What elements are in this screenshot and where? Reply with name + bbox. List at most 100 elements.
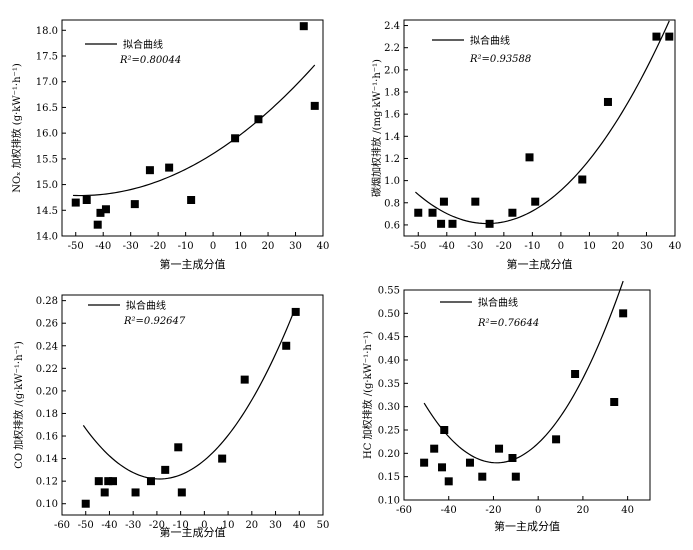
- data-point-marker: [465, 458, 474, 467]
- data-point-marker: [578, 175, 587, 184]
- data-point-marker: [282, 341, 291, 350]
- y-tick-label: 0.35: [378, 379, 400, 390]
- data-point-marker: [665, 32, 674, 41]
- legend-label: 拟合曲线: [123, 38, 163, 51]
- data-point-marker: [177, 488, 186, 497]
- x-tick-label: 20: [577, 505, 590, 516]
- data-point-marker: [187, 196, 196, 204]
- y-tick-label: 1.0: [384, 176, 400, 187]
- x-tick-label: 30: [289, 241, 302, 252]
- y-tick-label: 0.45: [378, 332, 400, 343]
- soot-chart-panel: -50 -40 -30 -20 -10 0 10 20 30 40 0.6 0.8 1.0 1.2 1.4 1…: [370, 19, 682, 271]
- data-point-marker: [531, 197, 540, 206]
- data-point-marker: [420, 458, 429, 467]
- data-point-marker: [145, 166, 154, 175]
- r-squared-annotation: R²=0.76644: [477, 318, 539, 329]
- y-tick-label: 14.5: [36, 206, 58, 217]
- y-tick-label: 0.55: [378, 286, 400, 297]
- y-tick-label: 17.5: [36, 52, 58, 63]
- data-point-marker: [444, 477, 453, 486]
- x-tick-label: -60: [396, 505, 412, 516]
- x-tick-label: -40: [439, 241, 455, 252]
- y-tick-label: 0.20: [378, 449, 400, 460]
- x-tick-label: -10: [178, 241, 194, 252]
- y-tick-label: 0.18: [36, 409, 58, 420]
- y-tick-label: 15.5: [36, 154, 58, 165]
- y-tick-label: 0.12: [36, 477, 58, 488]
- data-point-marker: [94, 477, 103, 486]
- plot-frame: [403, 289, 651, 501]
- data-point-marker: [174, 443, 183, 452]
- nox-chart-panel: -50 -40 -30 -20 -10 0 10 20 30 40 14.0 14.5 15.0 15.5…: [10, 19, 330, 271]
- y-tick-label: 0.6: [384, 220, 400, 231]
- x-tick-label: 0: [210, 241, 216, 252]
- x-tick-label: 10: [234, 241, 247, 252]
- y-tick-label: 0.10: [36, 499, 58, 510]
- data-point-marker: [130, 200, 139, 209]
- data-point-marker: [508, 454, 517, 462]
- x-tick-label: -20: [496, 241, 512, 252]
- y-tick-label: 0.14: [36, 454, 58, 465]
- data-point-marker: [440, 426, 449, 434]
- data-point-marker: [240, 375, 249, 384]
- data-point-marker: [603, 97, 612, 106]
- data-point-marker: [619, 309, 628, 318]
- x-tick-label: -20: [150, 241, 166, 252]
- data-point-marker: [508, 208, 517, 217]
- x-tick-label: -20: [149, 520, 165, 531]
- data-point-marker: [96, 208, 105, 217]
- x-tick-label: -50: [68, 241, 84, 252]
- data-point-marker: [254, 115, 263, 124]
- r-squared-annotation: R²=0.93588: [469, 54, 531, 65]
- x-tick-label: 40: [293, 520, 306, 531]
- fit-curve-line: [415, 20, 670, 225]
- plot-frame: [403, 19, 676, 237]
- x-tick-label: 40: [669, 241, 682, 252]
- data-point-marker: [100, 488, 109, 497]
- data-point-marker: [439, 197, 448, 206]
- y-tick-label: 0.25: [378, 426, 400, 437]
- x-tick-label: -40: [101, 520, 117, 531]
- co-chart-panel: -60 -50 -40 -30 -20 -10 0 10 20 30 40 50 0.10 0.12 0.1…: [12, 294, 330, 539]
- x-tick-label: 50: [317, 520, 330, 531]
- x-tick-label: 40: [621, 505, 634, 516]
- fit-curve-line: [72, 64, 316, 197]
- data-point-marker: [131, 488, 140, 497]
- y-tick-label: 1.8: [384, 88, 400, 99]
- legend-label: 拟合曲线: [470, 34, 510, 47]
- plot-frame: [61, 19, 324, 237]
- legend-label: 拟合曲线: [478, 296, 518, 309]
- data-point-marker: [310, 101, 319, 110]
- y-tick-label: 0.50: [378, 309, 400, 320]
- hc-chart-panel: -60 -40 -20 0 20 40 0.10 0.15 0.20 0.25 0.30 0.35 0.…: [361, 280, 651, 533]
- x-tick-label: -50: [410, 241, 426, 252]
- y-tick-label: 0.26: [36, 319, 58, 330]
- data-point-marker: [146, 477, 155, 486]
- y-axis-label: HC 加权排放 /(g·kW⁻¹·h⁻¹): [361, 331, 374, 459]
- x-tick-label: -30: [125, 520, 141, 531]
- data-point-marker: [81, 499, 90, 508]
- data-point-marker: [485, 219, 494, 228]
- data-point-marker: [101, 205, 110, 214]
- data-point-marker: [438, 463, 447, 472]
- x-axis-label: 第一主成分值: [507, 257, 573, 271]
- data-point-marker: [571, 370, 580, 378]
- data-point-marker: [291, 307, 300, 316]
- x-tick-label: 0: [201, 520, 207, 531]
- x-tick-label: 30: [640, 241, 653, 252]
- x-tick-label: 0: [535, 505, 541, 516]
- x-tick-label: 10: [222, 520, 235, 531]
- fit-curve-line: [423, 280, 624, 464]
- y-tick-label: 16.5: [36, 103, 58, 114]
- x-tick-label: 40: [317, 241, 330, 252]
- x-tick-label: -40: [441, 505, 457, 516]
- data-point-marker: [610, 398, 619, 406]
- y-tick-label: 1.6: [384, 110, 400, 121]
- data-point-marker: [430, 444, 439, 453]
- data-point-marker: [109, 477, 118, 486]
- x-axis-label: 第一主成分值: [160, 525, 226, 539]
- y-tick-label: 1.2: [384, 154, 400, 165]
- x-tick-label: 20: [262, 241, 275, 252]
